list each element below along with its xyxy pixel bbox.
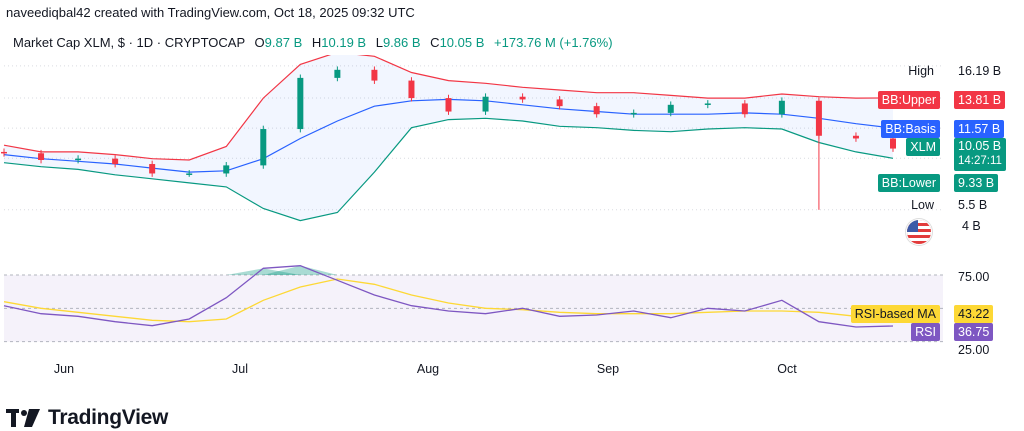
legend-close-value: 10.05 B xyxy=(439,35,485,50)
candle-body xyxy=(778,100,785,115)
legend-open-value: 9.87 B xyxy=(264,35,303,50)
rsi-line xyxy=(3,265,894,328)
countdown-timer: 14:27:11 xyxy=(958,155,1002,167)
legend-high-label: H xyxy=(311,35,322,50)
rsi-overbought-fill xyxy=(226,268,301,275)
legend-low-label: L xyxy=(375,35,383,50)
legend-close-label: C xyxy=(430,35,440,50)
candle-body xyxy=(260,129,267,166)
bollinger-band-fill xyxy=(4,55,893,221)
bb-upper-value: 13.81 B xyxy=(954,91,1006,109)
candle-body xyxy=(593,106,600,115)
candle-body xyxy=(223,165,230,174)
candle-body xyxy=(371,69,378,81)
candle-body xyxy=(445,98,452,112)
candle-body xyxy=(630,112,637,115)
rsi-label: RSI xyxy=(911,323,940,341)
x-axis-tick-label: Sep xyxy=(597,362,619,376)
candle-body xyxy=(704,103,711,105)
candle-body xyxy=(408,80,415,99)
candle-body xyxy=(519,96,526,100)
symbol-value: 10.05 B xyxy=(958,139,1002,153)
rsi-ma-value: 43.22 xyxy=(954,305,994,323)
candle-body xyxy=(186,173,193,175)
tradingview-logo[interactable]: TradingView xyxy=(6,406,168,430)
candle-body xyxy=(741,103,748,115)
candle-body xyxy=(815,100,822,136)
x-axis-tick-label: Jul xyxy=(232,362,248,376)
legend-high-value: 10.19 B xyxy=(321,35,367,50)
us-flag-icon[interactable] xyxy=(906,219,932,245)
candle-body xyxy=(334,69,341,78)
candle-body xyxy=(38,153,45,160)
bb-lower-value: 9.33 B xyxy=(954,174,999,192)
x-axis-tick-label: Aug xyxy=(417,362,439,376)
legend-title: Market Cap XLM, $ · 1D · CRYPTOCAP xyxy=(13,35,245,50)
rsi-tick-25: 25.00 xyxy=(958,343,990,357)
tradingview-logo-icon xyxy=(6,409,40,427)
chart-canvas[interactable]: Jun Jul Aug Sep Oct xyxy=(0,55,1024,385)
tradingview-brand: TradingView xyxy=(48,406,169,429)
legend-low-value: 9.86 B xyxy=(382,35,421,50)
high-value: 16.19 B xyxy=(958,64,1002,78)
legend-open-label: O xyxy=(254,35,265,50)
candle-body xyxy=(852,135,859,139)
low-value: 5.5 B xyxy=(958,198,988,212)
candle-body xyxy=(112,158,119,165)
candle-body xyxy=(75,158,82,161)
symbol-price-box: 10.05 B 14:27:11 xyxy=(954,138,1006,171)
candle-body xyxy=(297,77,304,130)
low-label: Low xyxy=(911,198,934,212)
candle-body xyxy=(149,164,156,174)
rsi-value: 36.75 xyxy=(954,323,994,341)
legend-change: +173.76 M (+1.76%) xyxy=(494,35,613,50)
bb-lower-line xyxy=(3,117,894,222)
rsi-ma-label: RSI-based MA xyxy=(850,305,940,323)
symbol-legend: Market Cap XLM, $ · 1D · CRYPTOCAP O9.87… xyxy=(13,35,613,50)
candle-body xyxy=(667,104,674,113)
bb-upper-label: BB:Upper xyxy=(877,91,940,109)
x-axis-tick-label: Jun xyxy=(54,362,74,376)
bb-lower-label: BB:Lower xyxy=(877,174,940,192)
high-label: High xyxy=(908,64,934,78)
bb-upper-line xyxy=(3,55,894,161)
price-tick-4b: 4 B xyxy=(962,219,981,233)
x-axis-tick-label: Oct xyxy=(777,362,797,376)
symbol-label: XLM xyxy=(906,138,940,156)
candle-body xyxy=(1,151,7,154)
bb-basis-value: 11.57 B xyxy=(954,120,1005,138)
candle-body xyxy=(482,96,489,112)
candle-body xyxy=(890,138,896,149)
bb-basis-label: BB:Basis xyxy=(881,120,940,138)
rsi-tick-75: 75.00 xyxy=(958,270,990,284)
candle-body xyxy=(556,99,563,107)
watermark-header: naveediqbal42 created with TradingView.c… xyxy=(6,5,415,20)
